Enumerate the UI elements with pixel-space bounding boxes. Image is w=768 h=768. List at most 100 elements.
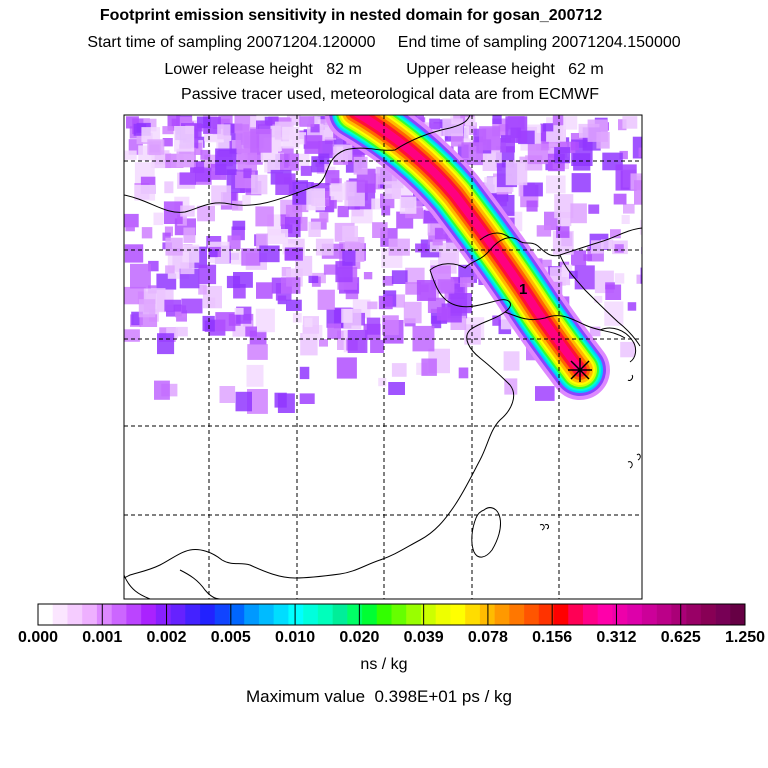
colorbar-tick-label: 0.039 [403, 629, 444, 646]
footprint-noise-cell [286, 115, 301, 126]
footprint-noise-cell [308, 221, 321, 237]
footprint-noise-cell [166, 327, 178, 339]
colorbar-swatch [244, 604, 260, 625]
colorbar-swatch [170, 604, 186, 625]
footprint-noise-cell [179, 116, 193, 127]
footprint-noise-cell [439, 242, 460, 265]
footprint-noise-cell [466, 122, 477, 135]
footprint-noise-cell [296, 216, 308, 231]
colorbar-tick-label: 0.002 [146, 629, 187, 646]
footprint-noise-cell [610, 229, 621, 239]
colorbar-tick-label: 0.625 [660, 629, 701, 646]
footprint-noise-cell [342, 225, 358, 242]
footprint-noise-cell [505, 116, 528, 143]
colorbar-swatch [406, 604, 422, 625]
colorbar-tick-label: 0.020 [339, 629, 380, 646]
footprint-noise-cell [215, 148, 237, 175]
footprint-noise-cell [196, 116, 211, 129]
footprint-noise-cell [198, 264, 217, 285]
footprint-noise-cell [242, 195, 251, 205]
footprint-noise-cell [554, 147, 571, 164]
footprint-noise-cell [382, 315, 399, 336]
footprint-noise-cell [232, 220, 246, 230]
footprint-noise-cell [337, 205, 349, 218]
footprint-noise-cell [330, 183, 345, 201]
footprint-noise-cell [162, 232, 171, 241]
footprint-noise-cell [235, 391, 252, 412]
footprint-noise-cell [141, 127, 161, 143]
footprint-noise-cell [621, 215, 630, 224]
title-line-3: Lower release height 82 m Upper release … [164, 61, 604, 78]
colorbar [37, 604, 746, 625]
colorbar-swatch [568, 604, 584, 625]
colorbar-swatch [627, 604, 643, 625]
title-line-2: Start time of sampling 20071204.120000 E… [87, 34, 681, 51]
footprint-noise-cell [623, 203, 635, 214]
footprint-noise-cell [233, 272, 253, 288]
footprint-noise-cell [526, 200, 538, 212]
footprint-noise-cell [563, 116, 578, 130]
footprint-noise-cell [198, 284, 207, 295]
colorbar-swatch [155, 604, 171, 625]
footprint-noise-cell [421, 358, 437, 376]
colorbar-swatch [715, 604, 731, 625]
footprint-noise-cell [281, 277, 301, 294]
footprint-noise-cell [434, 227, 448, 240]
coastlines [124, 115, 642, 599]
footprint-noise-cell [415, 243, 428, 253]
footprint-noise-cell [391, 363, 407, 377]
footprint-noise-cell [164, 299, 182, 312]
colorbar-swatch [582, 604, 599, 625]
footprint-noise-cell [324, 199, 337, 209]
footprint-noise-cell [399, 196, 417, 214]
graticule [124, 115, 642, 599]
footprint-noise-cell [304, 135, 323, 154]
footprint-noise-cell [243, 168, 252, 179]
footprint-noise-cell [124, 150, 137, 160]
footprint-noise-cell [299, 116, 315, 127]
colorbar-swatch [641, 604, 657, 625]
footprint-noise-cell [124, 329, 140, 342]
colorbar-swatch [538, 604, 554, 625]
footprint-noise-cell [636, 274, 642, 284]
footprint-noise-cell [388, 238, 410, 256]
footprint-noise-cell [228, 313, 241, 326]
footprint-noise-cell [162, 138, 173, 147]
colorbar-swatch [96, 604, 112, 625]
footprint-noise-cell [308, 275, 319, 283]
footprint-noise-cell [234, 307, 244, 315]
footprint-noise-cell [326, 309, 345, 328]
footprint-noise-cell [247, 344, 268, 360]
colorbar-swatch [317, 604, 333, 625]
colorbar-tick-label: 0.078 [467, 629, 508, 646]
footprint-noise-cell [286, 299, 302, 311]
footprint-noise-cell [268, 116, 279, 125]
colorbar-tick-label: 0.005 [210, 629, 251, 646]
footprint-noise-cell [179, 172, 196, 185]
colorbar-swatch [524, 604, 540, 625]
footprint-noise-cell [618, 119, 627, 131]
footprint-noise-cell [209, 249, 218, 258]
colorbar-swatch [730, 604, 746, 625]
footprint-noise-cell [180, 262, 195, 275]
footprint-noise-cell [366, 317, 381, 335]
footprint-noise-cell [574, 265, 595, 290]
footprint-noise-cell [570, 203, 587, 224]
footprint-noise-cell [570, 141, 579, 151]
footprint-noise-cell [190, 142, 202, 155]
footprint-noise-cell [605, 282, 615, 290]
footprint-noise-cell [299, 366, 310, 380]
footprint-noise-cell [458, 367, 469, 379]
colorbar-swatch [273, 604, 289, 625]
colorbar-swatch [288, 604, 304, 625]
footprint-noise-cell [378, 295, 393, 310]
footprint-noise-cell [640, 267, 642, 284]
footprint-noise-cell [583, 254, 592, 261]
footprint-noise-cell [333, 131, 346, 147]
footprint-noise-cell [604, 301, 624, 326]
footprint-noise-cell [561, 264, 573, 277]
footprint-noise-cell [227, 235, 241, 250]
colorbar-swatch [82, 604, 98, 625]
receptor-star-marker [568, 358, 592, 382]
footprint-noise-cell [255, 308, 275, 333]
